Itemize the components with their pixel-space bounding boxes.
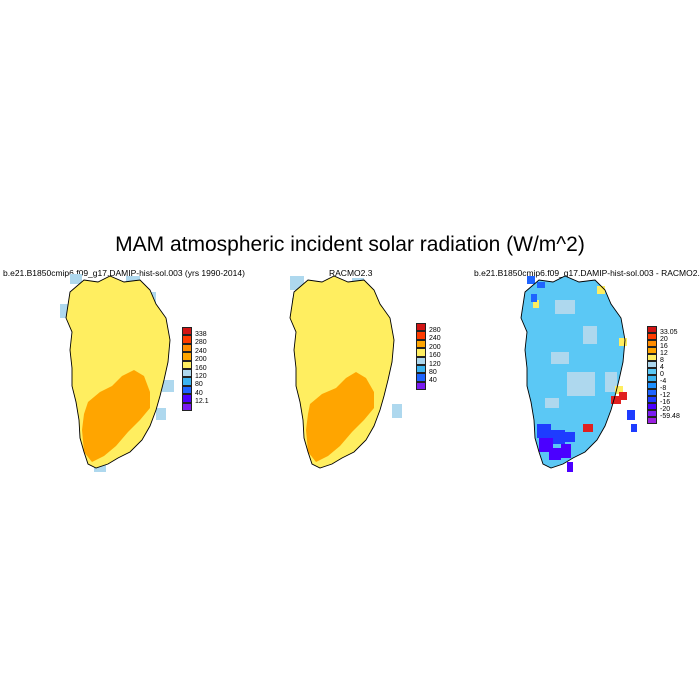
colorbar-label: 33.05	[660, 328, 678, 336]
colorbar-segment	[182, 335, 192, 344]
colorbar-label: 40	[429, 377, 437, 385]
colorbar-label: 40	[195, 389, 203, 397]
colorbar-segment	[647, 417, 657, 424]
colorbar-label: 280	[429, 326, 441, 334]
colorbar-segment	[647, 382, 657, 389]
colorbar-label: 200	[195, 356, 207, 364]
colorbar-label: 240	[195, 347, 207, 355]
colorbar-segment	[182, 360, 192, 369]
south-purple-zone	[539, 438, 573, 472]
colorbar-label: -59.48	[660, 412, 680, 420]
colorbar-segment	[647, 340, 657, 347]
colorbar-segment	[182, 327, 192, 336]
colorbar-segment	[182, 369, 192, 378]
colorbar-label: 280	[195, 339, 207, 347]
colorbar-label: -4	[660, 377, 667, 385]
colorbar-segment	[416, 323, 426, 332]
colorbar-segment	[647, 354, 657, 361]
colorbar-segment	[647, 410, 657, 417]
panel-title-model: b.e21.B1850cmip6.f09_g17.DAMIP-hist-sol.…	[3, 268, 245, 278]
colorbar-segment	[416, 356, 426, 365]
figure-title: MAM atmospheric incident solar radiation…	[115, 233, 585, 256]
colorbar-segment	[182, 343, 192, 353]
colorbar-label: 338	[195, 330, 207, 338]
colorbar-label: 160	[429, 352, 441, 360]
panel-title-racmo: RACMO2.3	[329, 268, 373, 278]
colorbar-segment	[182, 352, 192, 361]
colorbar-segment	[647, 326, 657, 333]
colorbar-segment	[416, 331, 426, 340]
colorbar-label: -20	[660, 405, 671, 413]
colorbar-segment	[182, 377, 192, 386]
colorbar-label: 160	[195, 364, 207, 372]
colorbar-label: 200	[429, 343, 441, 351]
colorbar-segment	[416, 339, 426, 349]
colorbar-segment	[647, 396, 657, 403]
colorbar-label: 80	[429, 368, 437, 376]
panel-title-difference: b.e21.B1850cmip6.f09_g17.DAMIP-hist-sol.…	[474, 268, 700, 278]
map-panel-model	[60, 274, 174, 472]
colorbar-segment	[416, 348, 426, 357]
colorbar-segment	[647, 333, 657, 340]
colorbar-segment	[182, 385, 192, 395]
colorbar-label: 120	[195, 372, 207, 380]
map-panel-difference	[520, 275, 637, 472]
colorbar-label: 0	[660, 370, 664, 378]
colorbar-segment	[647, 368, 657, 375]
south-orange-zone	[82, 370, 150, 462]
colorbar-label: 120	[429, 360, 441, 368]
colorbar-segment	[647, 361, 657, 368]
colorbar-label: -8	[660, 384, 667, 392]
colorbar-label: 12	[660, 349, 668, 357]
colorbar-segment	[416, 373, 426, 382]
colorbar-label: 80	[195, 381, 203, 389]
colorbar-label: 12.1	[195, 398, 209, 406]
colorbar-segment	[182, 394, 192, 403]
colorbar-segment	[182, 402, 192, 411]
colorbar-label: 8	[660, 356, 664, 364]
colorbar-segment	[416, 381, 426, 391]
colorbar-segment	[647, 403, 657, 410]
east-red-cells	[583, 392, 627, 432]
colorbar-label: -16	[660, 398, 671, 406]
colorbar-segment	[647, 389, 657, 396]
south-orange-zone	[306, 372, 374, 462]
south-blue-zone	[537, 424, 575, 444]
colorbar-label: 4	[660, 363, 664, 371]
colorbar-label: 240	[429, 335, 441, 343]
colorbar-label: 16	[660, 342, 668, 350]
colorbar-segment	[416, 365, 426, 374]
colorbar-label: -12	[660, 391, 671, 399]
colorbar-label: 20	[660, 335, 668, 343]
colorbar-segment	[647, 347, 657, 354]
colorbar-segment	[647, 375, 657, 382]
map-panel-racmo	[289, 275, 402, 469]
